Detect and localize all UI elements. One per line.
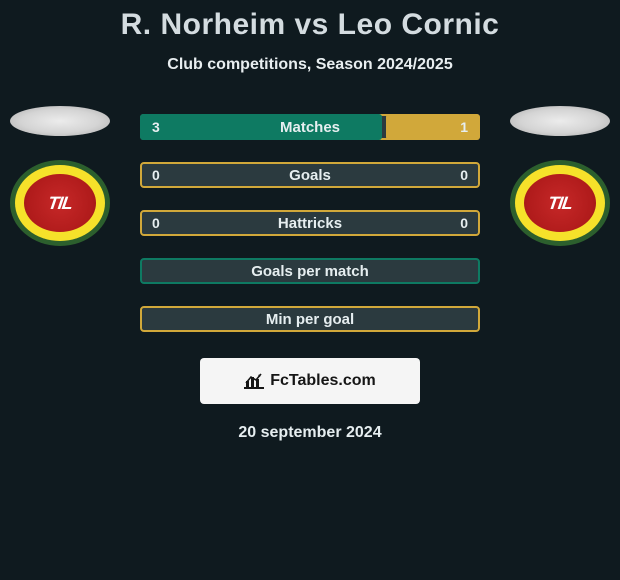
stat-left-value: 3 xyxy=(152,119,160,135)
stat-label: Goals per match xyxy=(142,263,478,280)
stat-right-value: 0 xyxy=(460,215,468,231)
player-left-photo-placeholder xyxy=(10,106,110,136)
stat-right-value: 0 xyxy=(460,167,468,183)
stat-label: Hattricks xyxy=(142,215,478,232)
stat-bars: Matches31Goals00Hattricks00Goals per mat… xyxy=(140,114,480,332)
player-right-photo-placeholder xyxy=(510,106,610,136)
stat-left-value: 0 xyxy=(152,215,160,231)
stat-label: Min per goal xyxy=(142,311,478,328)
page-subtitle: Club competitions, Season 2024/2025 xyxy=(0,56,620,74)
page-title: R. Norheim vs Leo Cornic xyxy=(0,8,620,42)
watermark-text: FcTables.com xyxy=(270,372,376,390)
player-right-club-badge: TIL xyxy=(510,160,610,246)
stat-bar: Matches3 1 xyxy=(140,114,480,140)
player-left-column: TIL xyxy=(0,106,120,246)
player-right-column: TIL xyxy=(500,106,620,246)
header: R. Norheim vs Leo Cornic Club competitio… xyxy=(0,0,620,74)
stat-label: Goals xyxy=(142,167,478,184)
player-left-club-badge: TIL xyxy=(10,160,110,246)
content: TIL TIL Matches31Goals00Hattricks00Goals… xyxy=(0,114,620,442)
badge-text-left: TIL xyxy=(47,193,74,214)
date-text: 20 september 2024 xyxy=(0,424,620,442)
stat-bar: Hattricks0 0 xyxy=(140,210,480,236)
stat-bar: Goals per match xyxy=(140,258,480,284)
chart-icon xyxy=(244,373,264,389)
watermark: FcTables.com xyxy=(200,358,420,404)
badge-text-right: TIL xyxy=(547,193,574,214)
stat-right-value: 1 xyxy=(460,119,468,135)
stat-bar: Min per goal xyxy=(140,306,480,332)
stat-label: Matches xyxy=(142,119,478,136)
stat-bar: Goals0 0 xyxy=(140,162,480,188)
stat-left-value: 0 xyxy=(152,167,160,183)
